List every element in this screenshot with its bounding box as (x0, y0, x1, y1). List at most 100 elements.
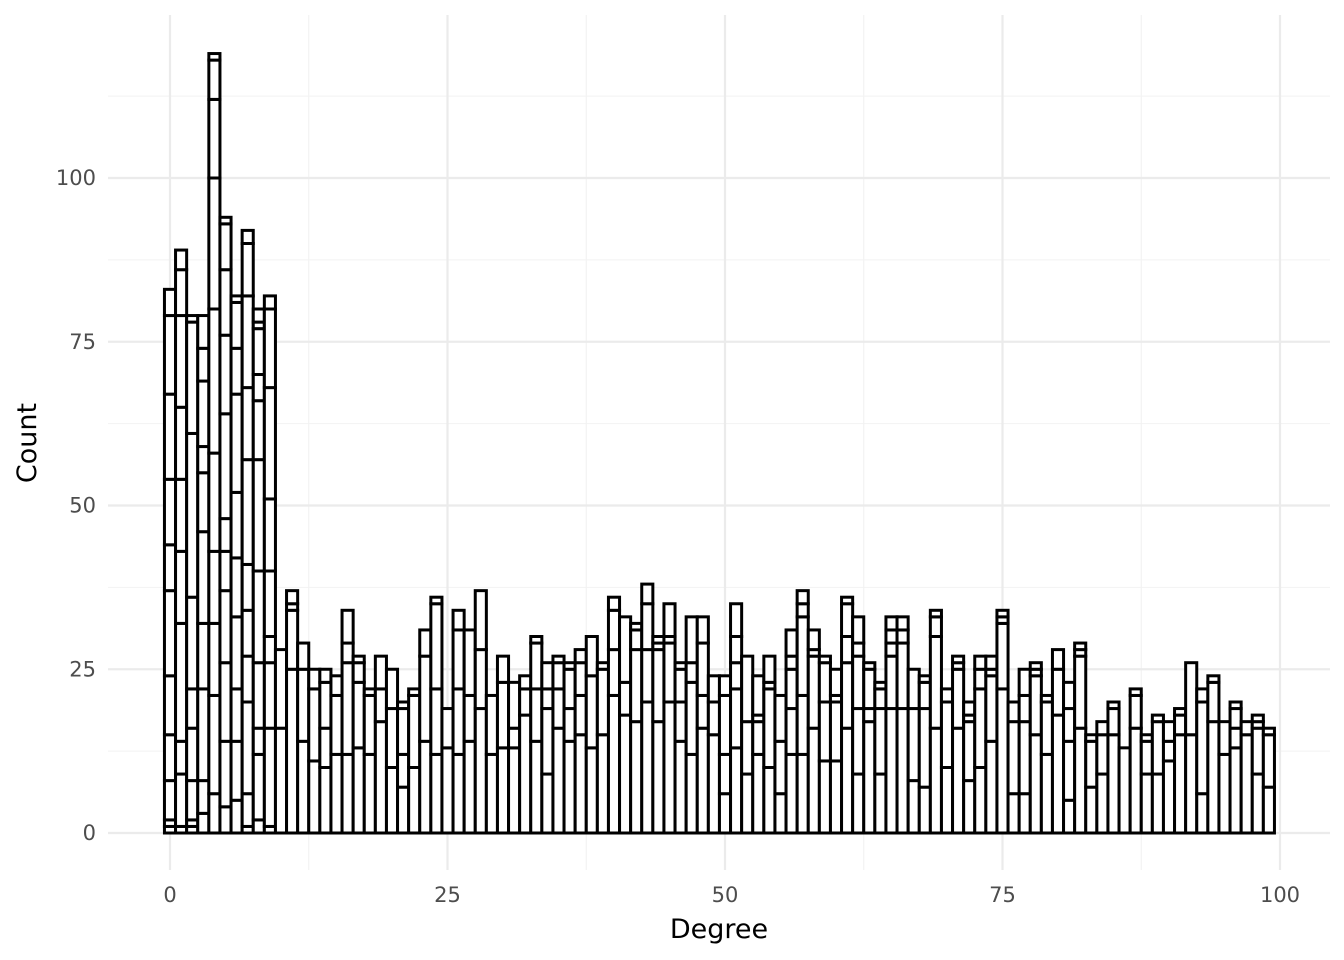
histogram-bin (507, 680, 522, 835)
histogram-bin (262, 294, 277, 835)
bar-segment (1095, 720, 1110, 737)
bar-segment (717, 674, 733, 697)
histogram-bin (795, 589, 810, 835)
bar-segment (551, 654, 566, 665)
y-axis-ticks: 0 25 50 75 100 (56, 166, 96, 845)
bar-segment (684, 661, 699, 684)
histogram-bin (373, 654, 388, 835)
bar-segment (174, 739, 189, 776)
histogram-bin (806, 628, 821, 835)
x-tick-label: 100 (1260, 883, 1300, 907)
bar-segment (851, 615, 866, 645)
bar-segment (1173, 733, 1188, 835)
bar-segment (240, 242, 255, 298)
bar-segment (229, 346, 244, 396)
bar-segment (1206, 680, 1221, 724)
histogram-bin (817, 654, 832, 835)
histogram-bin (1062, 680, 1077, 835)
bar-segment (729, 661, 744, 691)
bar-segment (873, 772, 888, 835)
histogram-bin (862, 661, 877, 835)
bar-segment (207, 549, 222, 625)
histogram-bin (518, 674, 533, 835)
bar-segment (507, 746, 522, 835)
bar-segment (473, 648, 488, 711)
bar-segment (1073, 654, 1088, 730)
bar-segment (962, 700, 977, 717)
histogram-bin (584, 635, 599, 835)
histogram-bin (429, 595, 444, 835)
bar-segment (196, 471, 211, 534)
bar-segment (518, 713, 533, 835)
grid-lines (108, 15, 1330, 870)
bar-segment (507, 680, 522, 730)
bar-segment (1250, 726, 1265, 776)
bar-segment (651, 648, 666, 724)
bar-segment (373, 687, 388, 724)
bar-segment (706, 674, 721, 704)
bar-segment (418, 654, 433, 743)
histogram-bin (1050, 648, 1066, 835)
histogram-bin (329, 674, 344, 835)
bar-segment (1028, 674, 1043, 737)
histogram-bin (1028, 661, 1043, 835)
bar-segment (751, 674, 766, 717)
bar-segment (806, 654, 821, 730)
bar-segment (218, 517, 233, 553)
bar-segment (1017, 693, 1032, 724)
bar-segment (784, 667, 799, 711)
bar-segment (196, 811, 211, 835)
bar-segment (429, 602, 444, 691)
histogram-bin (851, 615, 866, 835)
bar-segment (162, 287, 178, 318)
bar-segment (695, 726, 710, 835)
bar-segment (773, 693, 788, 743)
histogram-bin (240, 228, 255, 835)
bar-segment (717, 792, 733, 835)
bar-segment (784, 628, 799, 658)
bar-segment (418, 628, 433, 658)
bar-segment (1017, 792, 1032, 835)
bar-segment (296, 667, 311, 743)
bar-segment (340, 752, 355, 835)
bar-segment (1150, 772, 1165, 835)
bar-segment (795, 693, 810, 756)
bar-segment (229, 392, 244, 494)
bar-segment (529, 739, 544, 835)
bar-segment (584, 635, 599, 678)
bar-segment (196, 346, 211, 383)
histogram-bars (162, 52, 1276, 835)
bar-segment (840, 661, 855, 730)
bar-segment (851, 654, 866, 711)
bar-segment (185, 320, 200, 435)
histogram-bin (895, 615, 910, 835)
bar-segment (851, 772, 866, 835)
bar-segment (407, 687, 422, 697)
histogram-bin (251, 307, 266, 835)
bar-segment (318, 726, 333, 770)
bar-segment (229, 300, 244, 350)
bar-segment (429, 687, 444, 756)
bar-segment (207, 58, 222, 101)
histogram-bin (529, 635, 544, 835)
x-axis-title: Degree (670, 914, 768, 945)
bar-segment (873, 707, 888, 776)
bar-segment (540, 707, 555, 776)
bar-segment (751, 752, 766, 835)
bar-segment (884, 654, 899, 711)
bar-segment (1139, 739, 1154, 776)
bar-segment (196, 445, 211, 475)
bar-segment (1084, 785, 1099, 835)
bar-segment (240, 792, 255, 828)
bar-segment (629, 628, 644, 652)
bar-segment (1173, 713, 1188, 737)
bar-segment (174, 772, 189, 828)
bar-segment (273, 648, 289, 730)
bar-segment (162, 589, 178, 678)
bar-segment (917, 674, 932, 684)
bar-segment (717, 752, 733, 796)
bar-segment (762, 654, 777, 684)
histogram-bin (462, 628, 477, 835)
bar-segment (1228, 726, 1243, 750)
x-tick-label: 0 (163, 883, 176, 907)
